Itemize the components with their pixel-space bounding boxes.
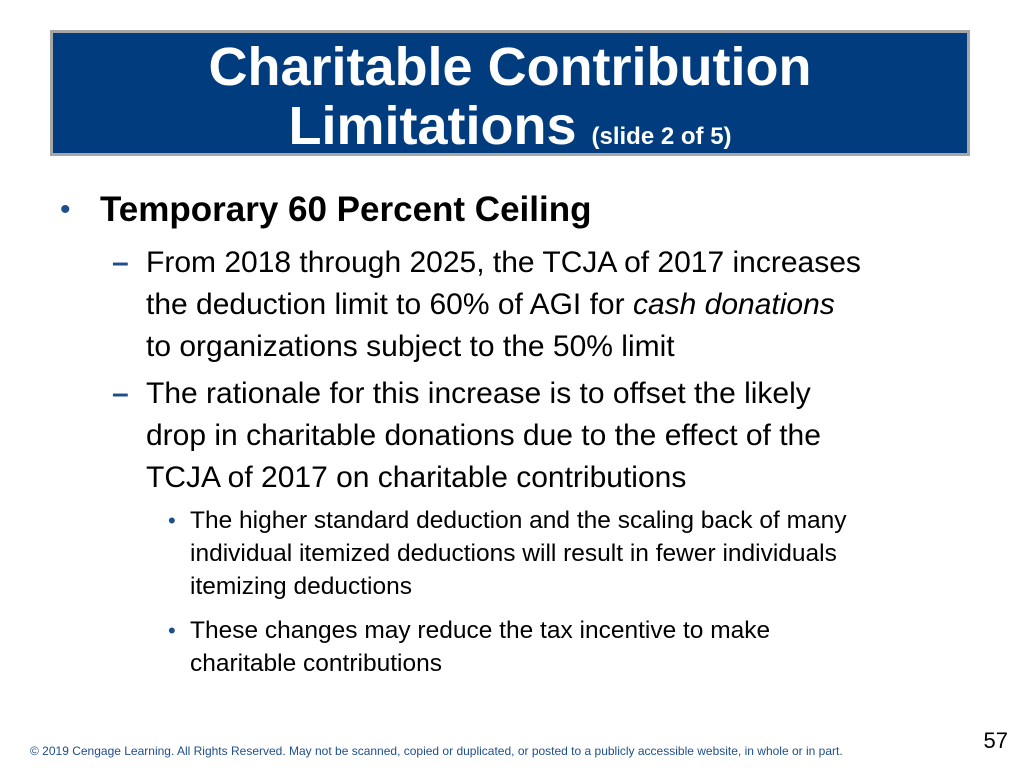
level2-item-1: From 2018 through 2025, the TCJA of 2017… <box>146 242 976 368</box>
level3-item-1-line1: The higher standard deduction and the sc… <box>190 507 847 534</box>
bullet-icon: • <box>168 508 176 533</box>
level1-bullet-heading: Temporary 60 Percent Ceiling <box>100 190 592 229</box>
level2-item-1-line1: From 2018 through 2025, the TCJA of 2017… <box>146 246 861 279</box>
level3-item-1: The higher standard deduction and the sc… <box>190 504 980 603</box>
level2-item-1-line2: the deduction limit to 60% of AGI for ca… <box>146 284 976 326</box>
level2-item-2-line2: drop in charitable donations due to the … <box>146 419 821 452</box>
level3-item-1-line2: individual itemized deductions will resu… <box>190 540 837 567</box>
slide-title-line2: Limitations (slide 2 of 5) <box>53 97 967 166</box>
slide-title-line1: Charitable Contribution <box>208 37 812 97</box>
slide-title-line2-text: Limitations <box>288 96 577 156</box>
emphasis-cash-donations: cash donations <box>632 288 835 321</box>
dash-icon: – <box>112 377 129 410</box>
dash-icon: – <box>112 246 129 279</box>
level3-item-2: These changes may reduce the tax incenti… <box>190 614 980 680</box>
copyright-footer: © 2019 Cengage Learning. All Rights Rese… <box>30 744 843 758</box>
level2-item-2-line3: TCJA of 2017 on charitable contributions <box>146 461 687 494</box>
level2-item-1-line2-text: the deduction limit to 60% of AGI for <box>146 288 625 321</box>
page-number: 57 <box>983 728 1008 753</box>
level3-item-2-line2: charitable contributions <box>190 650 442 677</box>
level2-item-2: The rationale for this increase is to of… <box>146 373 976 499</box>
bullet-icon: • <box>60 193 71 226</box>
level3-item-1-line3: itemizing deductions <box>190 573 412 600</box>
level2-item-2-line1: The rationale for this increase is to of… <box>146 377 811 410</box>
level3-item-2-line1: These changes may reduce the tax incenti… <box>190 617 771 644</box>
bullet-icon: • <box>168 618 176 643</box>
level2-item-1-line3: to organizations subject to the 50% limi… <box>146 330 675 363</box>
title-box: Charitable Contribution Limitations (sli… <box>50 30 970 156</box>
slide-subtitle: (slide 2 of 5) <box>591 123 732 150</box>
